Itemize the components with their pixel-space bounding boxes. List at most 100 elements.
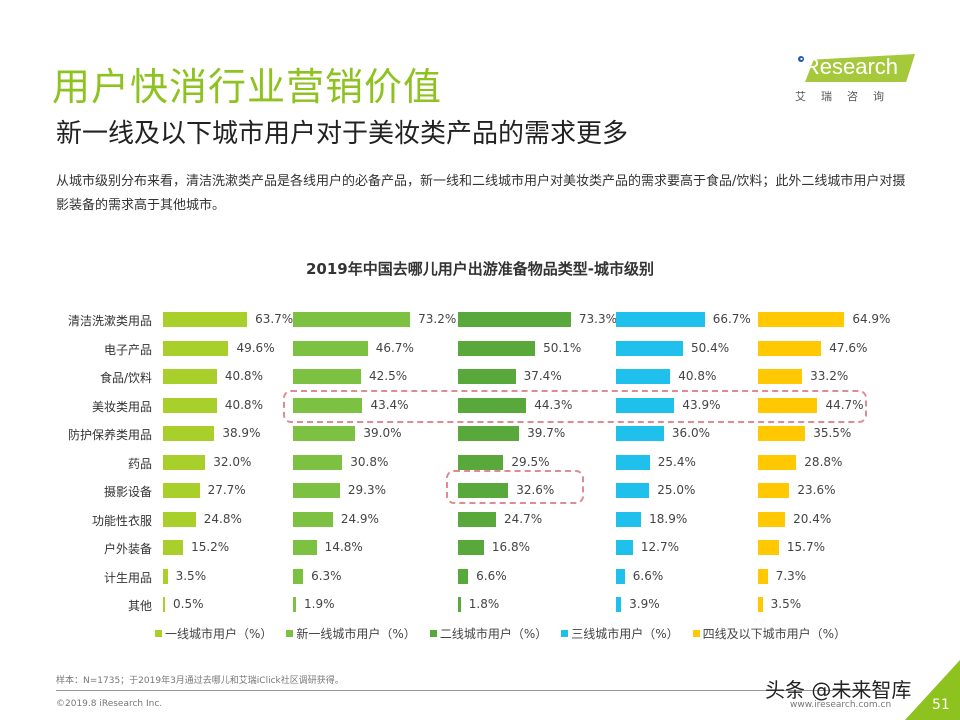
data-label: 1.8% xyxy=(468,597,500,611)
bar xyxy=(293,426,356,441)
data-label: 0.5% xyxy=(173,597,204,611)
legend-swatch xyxy=(155,630,162,637)
data-label: 27.7% xyxy=(207,483,246,497)
category-label: 户外装备 xyxy=(103,542,152,556)
category-label: 摄影设备 xyxy=(103,485,152,499)
bar xyxy=(163,511,196,527)
bar xyxy=(616,369,671,384)
bar xyxy=(758,511,786,527)
data-label: 40.8% xyxy=(224,369,263,383)
data-label: 28.8% xyxy=(804,454,843,469)
data-label: 39.0% xyxy=(363,426,402,440)
sample-note: 样本：N=1735；于2019年3月通过去哪儿和艾瑞iClick社区调研获得。 xyxy=(56,676,344,686)
bar xyxy=(458,340,536,356)
data-label: 36.0% xyxy=(671,426,710,440)
legend-item: 一线城市用户（%） xyxy=(155,625,272,642)
data-label: 25.4% xyxy=(657,454,696,469)
data-label: 40.8% xyxy=(678,369,717,383)
bar xyxy=(616,454,650,470)
bar xyxy=(458,540,484,555)
data-label: 35.5% xyxy=(813,426,852,440)
bar xyxy=(458,312,571,327)
highlight-box-photo xyxy=(446,470,584,504)
data-label: 33.2% xyxy=(810,369,849,383)
chart-title: 2019年中国去哪儿用户出游准备物品类型-城市级别 xyxy=(306,260,654,278)
legend: 一线城市用户（%） 新一线城市用户（%） 二线城市用户（%） 三线城市用户（%） 四线及… xyxy=(155,625,846,642)
bar xyxy=(458,511,497,527)
data-label: 14.8% xyxy=(324,540,363,554)
data-label: 63.7% xyxy=(255,312,294,326)
data-label: 16.8% xyxy=(491,540,530,554)
data-label: 6.3% xyxy=(311,568,342,583)
data-label: 15.2% xyxy=(191,540,230,554)
bar xyxy=(616,568,625,584)
data-label: 29.5% xyxy=(511,454,550,469)
data-label: 3.9% xyxy=(629,597,660,611)
iresearch-logo: iResearch 艾瑞咨询 xyxy=(795,48,920,108)
bar xyxy=(616,426,664,441)
legend-label: 新一线城市用户（%） xyxy=(296,627,416,641)
data-label: 42.5% xyxy=(369,369,408,383)
bar xyxy=(163,540,184,555)
bar xyxy=(163,369,217,384)
legend-label: 二线城市用户（%） xyxy=(439,627,548,641)
category-label: 清洁洗漱类用品 xyxy=(67,314,152,328)
data-label: 3.5% xyxy=(770,597,802,611)
bar xyxy=(758,568,768,584)
data-label: 24.9% xyxy=(340,511,379,526)
bar xyxy=(163,454,206,470)
data-label: 30.8% xyxy=(350,454,389,469)
category-label: 美妆类用品 xyxy=(91,399,152,414)
bar xyxy=(758,312,845,327)
data-label: 38.9% xyxy=(222,426,261,440)
data-label: 49.6% xyxy=(236,340,275,355)
legend-swatch xyxy=(286,630,294,637)
legend-item: 三线城市用户（%） xyxy=(561,625,679,642)
data-label: 64.9% xyxy=(852,312,891,326)
data-label: 39.7% xyxy=(527,426,566,440)
bar xyxy=(293,511,333,527)
bar xyxy=(616,397,675,413)
page-number: 51 xyxy=(932,697,950,713)
data-label: 18.9% xyxy=(649,511,688,526)
page-title: 用户快消行业营销价值 xyxy=(52,65,443,109)
data-label: 15.7% xyxy=(786,540,825,554)
bar xyxy=(458,426,520,441)
bar xyxy=(616,340,684,356)
data-label: 3.5% xyxy=(175,568,207,583)
bar xyxy=(293,369,361,384)
bar xyxy=(293,454,343,470)
bar xyxy=(163,483,200,498)
data-label: 50.4% xyxy=(691,340,730,355)
highlight-box-beauty xyxy=(283,390,867,423)
website-link[interactable]: www.iresearch.com.cn xyxy=(790,700,892,710)
bar xyxy=(758,340,822,356)
description: 从城市级别分布来看，清洁洗漱类产品是各线用户的必备产品，新一线和二线城市用户对美… xyxy=(56,174,906,213)
legend-item: 二线城市用户（%） xyxy=(429,625,548,642)
legend-item: 新一线城市用户（%） xyxy=(286,625,416,642)
legend-swatch xyxy=(692,630,700,637)
bar xyxy=(163,397,217,413)
footer-divider xyxy=(56,690,876,691)
bar xyxy=(758,369,803,384)
data-label: 73.3% xyxy=(578,312,617,326)
logo-text: iResearch xyxy=(799,54,899,79)
legend-item: 四线及以下城市用户（%） xyxy=(692,625,846,642)
data-label: 1.9% xyxy=(304,597,335,611)
logo-cn: 艾瑞咨询 xyxy=(795,90,899,103)
data-label: 24.7% xyxy=(504,511,543,526)
data-label: 6.6% xyxy=(632,568,664,583)
category-label: 功能性衣服 xyxy=(91,513,152,528)
bar xyxy=(758,426,806,441)
bar xyxy=(163,340,229,356)
category-label: 计生用品 xyxy=(103,570,152,585)
bar xyxy=(458,568,469,584)
bar xyxy=(616,597,622,612)
data-label: 20.4% xyxy=(793,511,832,526)
data-label: 40.8% xyxy=(224,397,263,412)
bar xyxy=(758,540,779,555)
data-label: 37.4% xyxy=(523,369,562,383)
category-label: 药品 xyxy=(127,456,152,471)
bar xyxy=(293,597,297,612)
bar xyxy=(458,597,461,612)
